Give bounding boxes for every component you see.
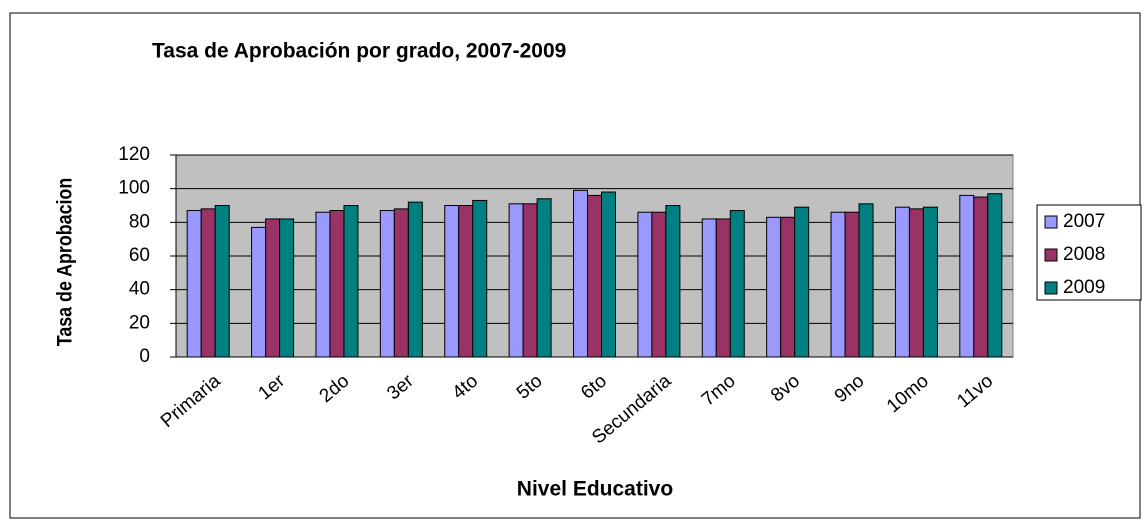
- bar: [508, 203, 524, 358]
- bar: [701, 218, 717, 358]
- bar: [472, 199, 488, 358]
- bar: [858, 203, 874, 358]
- bar: [973, 196, 989, 358]
- bar: [522, 203, 538, 358]
- y-tick-label: 40: [129, 279, 150, 300]
- bar: [601, 191, 616, 358]
- bar: [251, 226, 267, 358]
- bar: [393, 208, 409, 358]
- bar: [987, 193, 1003, 358]
- y-tick-label: 100: [118, 178, 150, 199]
- bar: [279, 218, 295, 358]
- legend-swatch: [1044, 281, 1058, 295]
- y-tick-label: 80: [129, 211, 150, 232]
- bar: [637, 211, 653, 358]
- bar: [894, 206, 910, 358]
- bar: [844, 211, 860, 358]
- legend-label: 2008: [1063, 244, 1105, 265]
- y-tick-label: 0: [139, 346, 150, 367]
- bar: [922, 206, 938, 358]
- y-tick-label: 60: [129, 245, 150, 266]
- bar: [830, 211, 846, 358]
- bar: [200, 208, 216, 358]
- legend-swatch: [1044, 215, 1058, 229]
- legend-label: 2007: [1063, 211, 1105, 232]
- y-axis-label: Tasa de Aprobacion: [53, 178, 77, 346]
- bar: [315, 211, 331, 358]
- bar: [715, 218, 731, 358]
- y-tick-label: 20: [129, 312, 150, 333]
- chart-title: Tasa de Aprobación por grado, 2007-2009: [152, 40, 566, 63]
- bar: [407, 201, 423, 358]
- bar: [379, 210, 395, 358]
- x-axis-label: Nivel Educativo: [517, 478, 673, 501]
- bar: [780, 216, 796, 358]
- bar: [186, 210, 202, 358]
- bar: [587, 194, 602, 358]
- bar: [573, 189, 588, 358]
- bar: [908, 208, 924, 358]
- bar: [766, 216, 782, 358]
- legend-swatch: [1044, 248, 1058, 262]
- legend-label: 2009: [1063, 277, 1105, 298]
- bar: [329, 210, 345, 358]
- bar: [444, 205, 460, 358]
- y-tick-label: 120: [118, 144, 150, 165]
- bar: [959, 194, 975, 358]
- bar: [794, 206, 810, 358]
- bar: [536, 198, 552, 358]
- bar: [265, 218, 281, 358]
- bar: [343, 205, 359, 358]
- bar: [458, 205, 474, 358]
- bar: [651, 211, 667, 358]
- bar: [665, 205, 681, 358]
- bar: [214, 205, 230, 358]
- bar: [729, 210, 745, 358]
